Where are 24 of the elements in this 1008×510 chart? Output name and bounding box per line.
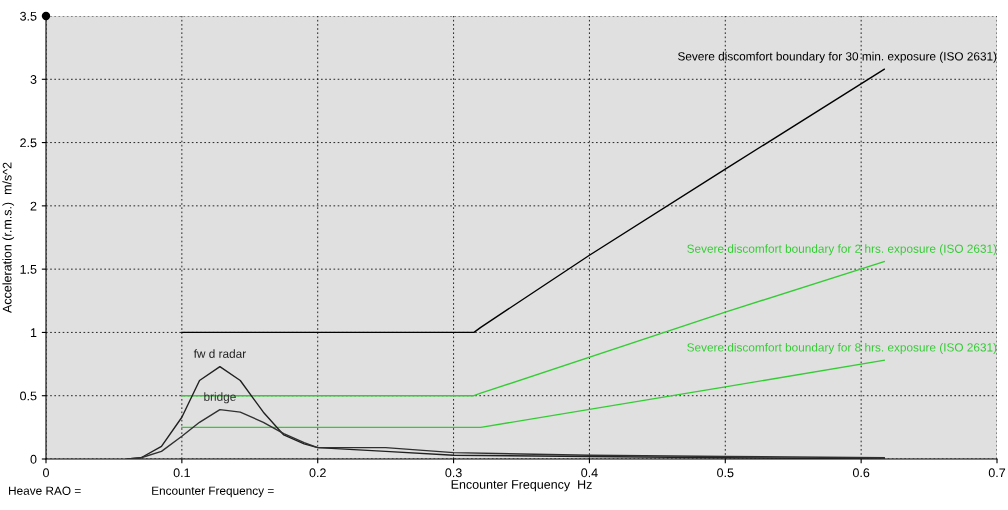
x-tick-label: 0: [43, 468, 49, 478]
y-tick-label: 1.5: [20, 265, 37, 274]
x-tick-label: 0.3: [445, 468, 462, 478]
y-tick-label: 2.5: [20, 138, 37, 148]
y-tick-label: 0: [30, 454, 37, 464]
text: Severe discomfort boundary for 2 hrs. exposure (ISO 2631): [687, 244, 997, 256]
series-label: Severe discomfort boundary for 8 hrs. exposure (ISO 2631): [687, 342, 997, 354]
x-axis-title: Encounter Frequency Hz: [451, 480, 592, 492]
x-tick-label: 0.7: [988, 468, 1006, 478]
text: Severe discomfort boundary for 30 min. exposure (ISO 2631): [678, 51, 997, 63]
text: Encounter Frequency =: [152, 486, 274, 498]
x-tick-label: 0.5: [717, 468, 734, 478]
series-label: fw d radar: [193, 349, 246, 358]
y-tick-label: 0.5: [20, 391, 37, 401]
x-tick-label: 0.6: [852, 468, 870, 478]
x-tick-label: 0.2: [309, 468, 326, 478]
y-tick-label: 1: [30, 328, 37, 337]
y-tick-label: 2: [30, 201, 37, 211]
text: Heave RAO =: [9, 486, 81, 495]
x-tick-label: 0.4: [581, 468, 598, 478]
x-tick-label: 0.1: [173, 468, 190, 478]
y-tick-label: 3.5: [20, 11, 37, 21]
y-axis-title: Acceleration (r.m.s.) m/s^2: [2, 162, 15, 313]
y-tick-label: 3: [30, 75, 37, 84]
